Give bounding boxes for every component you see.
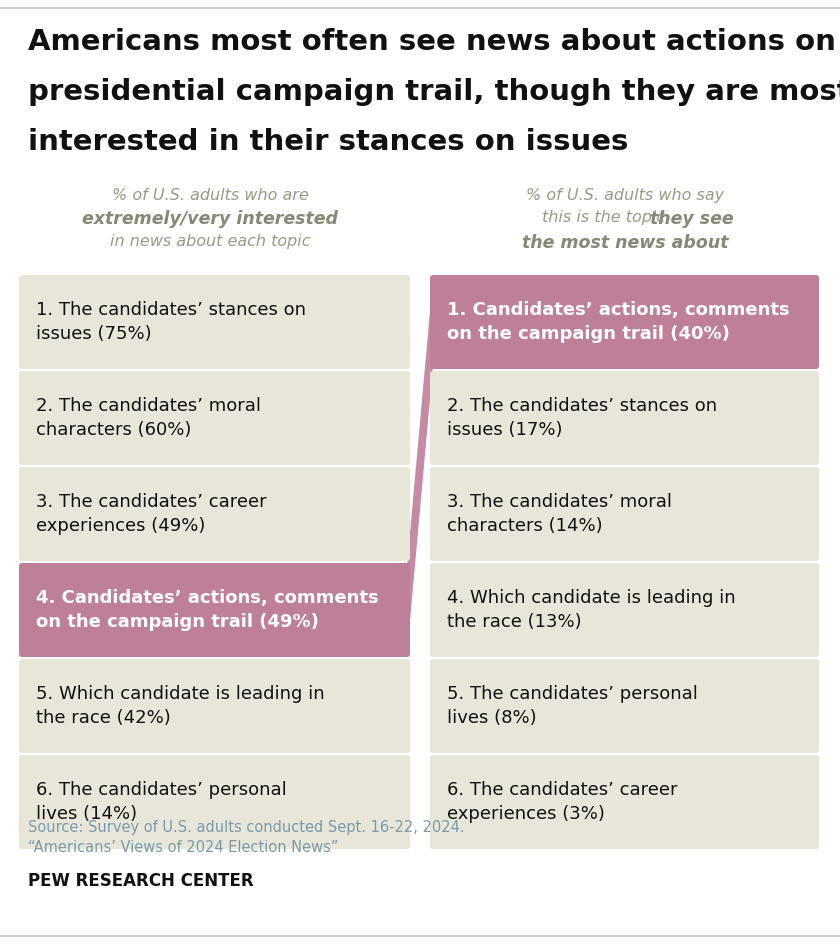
Text: this is the topic: this is the topic (542, 210, 670, 225)
FancyBboxPatch shape (19, 371, 410, 465)
FancyBboxPatch shape (19, 275, 410, 369)
Text: 4. Candidates’ actions, comments
on the campaign trail (49%): 4. Candidates’ actions, comments on the … (36, 589, 379, 632)
Text: 4. Which candidate is leading in
the race (13%): 4. Which candidate is leading in the rac… (447, 589, 736, 632)
Text: % of U.S. adults who are: % of U.S. adults who are (112, 188, 308, 203)
FancyBboxPatch shape (430, 659, 819, 753)
FancyBboxPatch shape (19, 563, 410, 657)
FancyBboxPatch shape (430, 371, 819, 465)
Text: the most news about: the most news about (522, 234, 728, 252)
FancyBboxPatch shape (430, 467, 819, 561)
Text: 2. The candidates’ moral
characters (60%): 2. The candidates’ moral characters (60%… (36, 396, 261, 439)
FancyBboxPatch shape (19, 467, 410, 561)
Text: 6. The candidates’ personal
lives (14%): 6. The candidates’ personal lives (14%) (36, 781, 286, 823)
Text: 2. The candidates’ stances on
issues (17%): 2. The candidates’ stances on issues (17… (447, 396, 717, 439)
Text: they see: they see (650, 210, 734, 228)
FancyBboxPatch shape (430, 755, 819, 849)
Text: 5. Which candidate is leading in
the race (42%): 5. Which candidate is leading in the rac… (36, 684, 324, 727)
Text: 1. The candidates’ stances on
issues (75%): 1. The candidates’ stances on issues (75… (36, 301, 306, 344)
Text: presidential campaign trail, though they are most: presidential campaign trail, though they… (28, 78, 840, 106)
Text: % of U.S. adults who say: % of U.S. adults who say (526, 188, 724, 203)
FancyBboxPatch shape (19, 659, 410, 753)
Text: 3. The candidates’ career
experiences (49%): 3. The candidates’ career experiences (4… (36, 493, 266, 535)
FancyBboxPatch shape (19, 755, 410, 849)
FancyBboxPatch shape (430, 275, 819, 369)
Text: 6. The candidates’ career
experiences (3%): 6. The candidates’ career experiences (3… (447, 781, 678, 823)
Text: 3. The candidates’ moral
characters (14%): 3. The candidates’ moral characters (14%… (447, 493, 672, 535)
Text: Source: Survey of U.S. adults conducted Sept. 16-22, 2024.: Source: Survey of U.S. adults conducted … (28, 820, 465, 835)
Text: in news about each topic: in news about each topic (110, 234, 310, 249)
Text: Americans most often see news about actions on the: Americans most often see news about acti… (28, 28, 840, 56)
FancyBboxPatch shape (430, 563, 819, 657)
Text: “Americans’ Views of 2024 Election News”: “Americans’ Views of 2024 Election News” (28, 840, 339, 855)
Text: extremely/very interested: extremely/very interested (82, 210, 338, 228)
Text: interested in their stances on issues: interested in their stances on issues (28, 128, 628, 156)
Polygon shape (407, 278, 433, 654)
Text: PEW RESEARCH CENTER: PEW RESEARCH CENTER (28, 872, 254, 890)
Text: 5. The candidates’ personal
lives (8%): 5. The candidates’ personal lives (8%) (447, 684, 698, 727)
Text: 1. Candidates’ actions, comments
on the campaign trail (40%): 1. Candidates’ actions, comments on the … (447, 301, 790, 344)
